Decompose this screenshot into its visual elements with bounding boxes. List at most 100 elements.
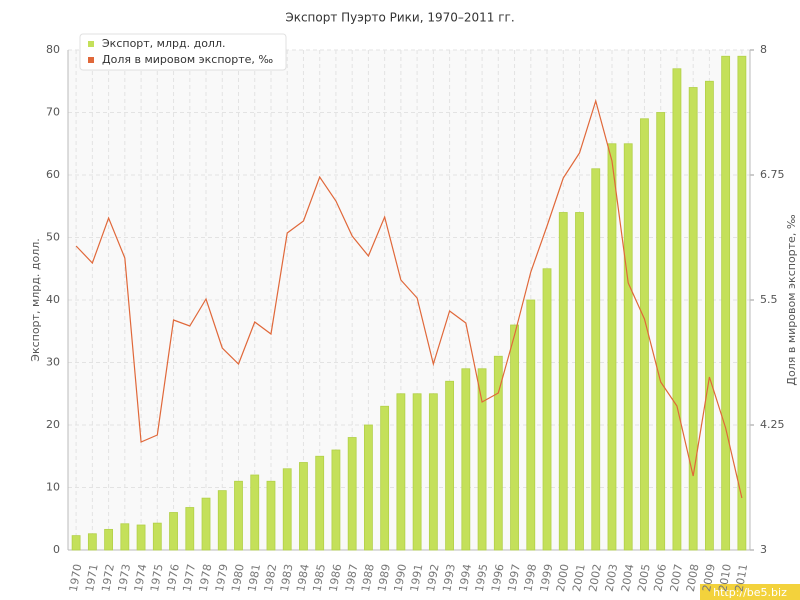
bar xyxy=(347,437,357,551)
x-tick-label: 2010 xyxy=(716,563,734,593)
chart-title: Экспорт Пуэрто Рики, 1970–2011 гг. xyxy=(285,11,514,25)
x-tick-label: 1979 xyxy=(213,563,231,593)
x-tick-label: 1988 xyxy=(359,563,377,593)
x-tick-label: 1989 xyxy=(375,563,393,593)
bar xyxy=(640,118,649,551)
x-tick-label: 1992 xyxy=(424,563,442,593)
bar xyxy=(152,522,162,551)
bar xyxy=(558,212,568,551)
x-tick-label: 1978 xyxy=(197,563,215,593)
bar xyxy=(282,468,292,551)
y-tick-label: 40 xyxy=(46,293,60,306)
bar xyxy=(461,368,471,551)
bar xyxy=(250,474,260,551)
x-tick-label: 2009 xyxy=(700,563,718,593)
y-tick-label: 10 xyxy=(46,481,60,494)
bar xyxy=(542,268,552,551)
y-tick-label: 60 xyxy=(46,168,60,181)
bar xyxy=(510,324,519,551)
bar xyxy=(623,143,633,551)
x-tick-label: 2011 xyxy=(733,563,751,593)
bar xyxy=(412,393,422,551)
x-tick-label: 1975 xyxy=(148,563,166,593)
bar xyxy=(477,368,487,551)
x-tick-label: 1976 xyxy=(164,563,182,593)
x-tick-label: 2000 xyxy=(554,563,572,593)
y-tick-label: 50 xyxy=(46,231,60,244)
legend-swatch xyxy=(88,41,94,47)
bar xyxy=(315,455,325,551)
x-tick-label: 1987 xyxy=(343,563,361,593)
y2-tick-label: 8 xyxy=(760,43,767,56)
y2-tick-label: 6.75 xyxy=(760,168,785,181)
y-tick-label: 30 xyxy=(46,356,60,369)
x-tick-label: 1984 xyxy=(294,563,312,593)
y-tick-label: 20 xyxy=(46,418,60,431)
bar xyxy=(445,380,454,551)
bar xyxy=(217,490,227,551)
x-tick-label: 1990 xyxy=(392,563,410,593)
x-tick-label: 1997 xyxy=(505,563,523,593)
line xyxy=(75,98,743,499)
legend: Экспорт, млрд. долл. Доля в мировом экспо… xyxy=(79,33,287,71)
x-tick-label: 1980 xyxy=(229,563,247,593)
x-tick-label: 1991 xyxy=(408,563,426,593)
bar xyxy=(526,299,536,551)
bar xyxy=(136,524,146,551)
x-tick-label: 1999 xyxy=(538,563,556,593)
x-tick-label: 1983 xyxy=(278,563,296,593)
bar xyxy=(169,512,178,551)
bar xyxy=(607,143,617,551)
y-tick-label: 0 xyxy=(53,543,60,556)
x-tick-label: 1986 xyxy=(327,563,345,593)
y2-tick-label: 5.5 xyxy=(760,293,778,306)
watermark-bg xyxy=(700,584,800,600)
x-tick-label: 2002 xyxy=(586,563,604,593)
watermark: http://be5.biz xyxy=(713,586,787,599)
bar xyxy=(688,87,698,551)
x-tick-label: 1985 xyxy=(310,563,328,593)
bar xyxy=(672,68,682,551)
x-tick-label: 1994 xyxy=(457,563,475,593)
y-axis-title: Экспорт, млрд. долл. xyxy=(29,238,42,361)
y2-axis-title: Доля в мировом экспорте, ‰ xyxy=(785,214,798,385)
x-tick-label: 2007 xyxy=(668,563,686,593)
legend-label: Экспорт, млрд. долл. xyxy=(102,37,225,50)
y-tick-label: 70 xyxy=(46,106,60,119)
bar xyxy=(299,462,308,551)
x-tick-label: 1981 xyxy=(245,563,263,593)
legend-box xyxy=(79,33,287,71)
bar xyxy=(428,393,438,551)
y2-tick-label: 3 xyxy=(760,543,767,556)
y-tick-label: 80 xyxy=(46,43,60,56)
bar xyxy=(87,533,97,551)
x-tick-label: 1982 xyxy=(262,563,280,593)
x-tick-label: 2001 xyxy=(570,563,588,593)
bar xyxy=(201,497,211,551)
x-tick-label: 1971 xyxy=(83,563,101,593)
bar xyxy=(396,393,406,551)
bar xyxy=(104,528,113,551)
bar xyxy=(493,355,503,551)
bar xyxy=(71,535,81,551)
x-tick-label: 1974 xyxy=(132,563,150,593)
x-tick-label: 1996 xyxy=(489,563,507,593)
x-tick-label: 2008 xyxy=(684,563,702,593)
x-tick-label: 1995 xyxy=(473,563,491,593)
bar xyxy=(331,449,341,551)
x-tick-label: 2003 xyxy=(603,563,621,593)
bar xyxy=(380,405,390,551)
x-tick-label: 1998 xyxy=(521,563,539,593)
bar xyxy=(364,424,373,551)
x-tick-label: 1970 xyxy=(67,563,85,593)
bar xyxy=(591,168,601,551)
bar xyxy=(575,212,584,551)
x-tick-label: 1972 xyxy=(99,563,117,593)
x-tick-label: 1977 xyxy=(180,563,198,593)
x-tick-label: 2004 xyxy=(619,563,637,593)
x-tick-label: 1973 xyxy=(116,563,134,593)
x-tick-label: 2005 xyxy=(635,563,653,593)
legend-swatch xyxy=(88,57,94,63)
bar xyxy=(234,480,243,551)
x-tick-label: 2006 xyxy=(651,563,669,593)
